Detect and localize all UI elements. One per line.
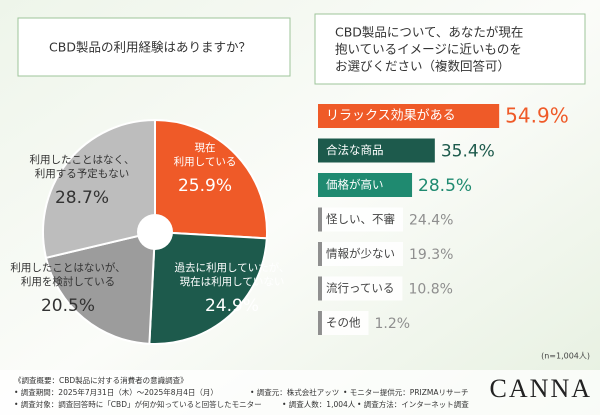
- bar-label: 流行っている: [326, 281, 394, 295]
- bar: [318, 207, 322, 232]
- chart-title: CBD製品について、あなたが現在: [335, 25, 523, 40]
- bar-label: 価格が高い: [326, 178, 384, 192]
- slice-label: 利用を検討している: [21, 275, 115, 288]
- slice-value: 24.9%: [205, 296, 259, 316]
- slice-label: 利用している: [174, 156, 237, 168]
- bar: [318, 138, 435, 163]
- slice-value: 25.9%: [178, 176, 232, 196]
- footer-item: • 調査方法：インターネット調査: [357, 399, 469, 409]
- bar-label: リラックス効果がある: [326, 109, 456, 124]
- pie-slice: [42, 118, 156, 260]
- donut-hole: [137, 214, 173, 250]
- label-box: [318, 276, 403, 301]
- value-label: 54.9%: [505, 104, 569, 128]
- bar: [318, 311, 322, 335]
- pie-slice: [154, 118, 268, 240]
- bar: [318, 104, 500, 128]
- chart-title: 抱いているイメージに近いものを: [335, 42, 522, 57]
- label-box: [318, 242, 403, 266]
- bar-label: その他: [326, 316, 361, 330]
- bar-label: 怪しい、不審: [326, 212, 395, 226]
- slice-label: 利用したことはないが、: [10, 261, 125, 274]
- label-box: [318, 207, 403, 232]
- value-label: 24.4%: [409, 213, 453, 229]
- footer-item: • 調査対象：調査回答時に「CBD」が何か知っていると回答したモニター: [14, 399, 262, 409]
- footer-heading: 《調査概要：CBD製品に対する消費者の意識調査》: [14, 375, 188, 385]
- chart-title: お選びください（複数回答可）: [335, 59, 510, 74]
- value-label: 35.4%: [441, 142, 495, 162]
- value-label: 1.2%: [375, 316, 411, 332]
- bar-label: 情報が少ない: [326, 247, 395, 261]
- bar: [318, 242, 322, 266]
- value-label: 28.5%: [418, 176, 472, 196]
- bar: [318, 276, 322, 301]
- slice-value: 20.5%: [41, 296, 95, 316]
- footer-band: [0, 370, 600, 415]
- label-box: [318, 311, 369, 335]
- chart-title: CBD製品の利用経験はありますか？: [49, 40, 251, 55]
- sample-note: (n=1,004人): [541, 352, 590, 361]
- bar-label: 合法な商品: [326, 143, 384, 157]
- slice-label: 過去に利用していたが、: [175, 261, 290, 274]
- logo: CANNA: [490, 374, 592, 403]
- footer-item: • 調査人数：1,004人: [282, 399, 356, 409]
- pie-slice: [148, 230, 268, 345]
- slice-label: 利用したことはなく、: [30, 154, 135, 166]
- title-box: [17, 17, 291, 77]
- footer-item: • モニター提供元：PRIZMAリサーチ: [343, 387, 469, 397]
- pie-slice: [44, 230, 157, 345]
- slice-label: 現在は利用していない: [180, 276, 285, 288]
- bar: [318, 173, 413, 197]
- footer-item: • 調査元：株式会社アッツ: [250, 387, 339, 397]
- value-label: 19.3%: [409, 247, 453, 263]
- slice-value: 28.7%: [55, 188, 109, 208]
- footer-item: • 調査期間：2025年7月31日（木）～2025年8月4日（月）: [14, 387, 218, 397]
- title-box: [314, 13, 586, 85]
- slice-label: 現在: [195, 142, 216, 154]
- slice-label: 利用する予定もない: [35, 167, 130, 180]
- value-label: 10.8%: [408, 282, 452, 298]
